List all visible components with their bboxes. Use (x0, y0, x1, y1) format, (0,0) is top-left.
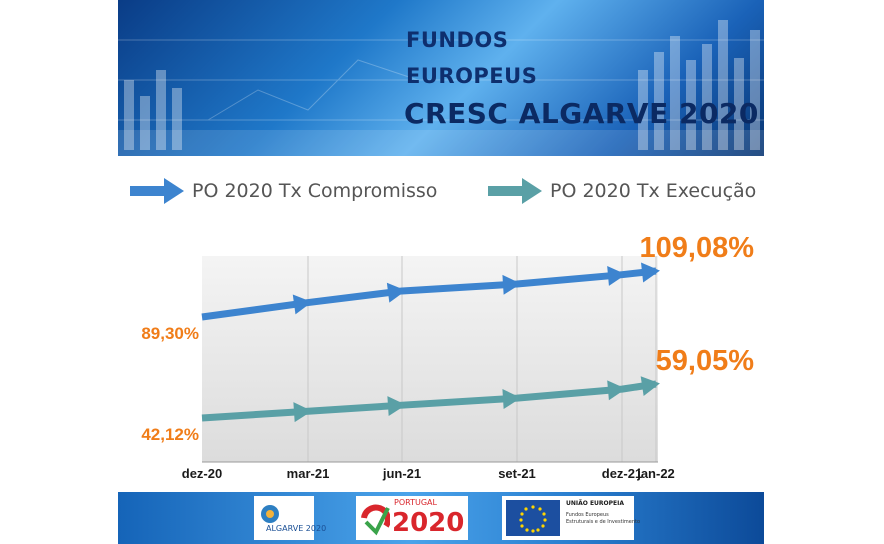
series-line (201, 380, 657, 422)
series-arrowhead (293, 402, 312, 423)
algarve-emblem-icon (261, 505, 279, 523)
banner-background-art (118, 20, 764, 156)
legend-label: PO 2020 Tx Compromisso (192, 180, 438, 202)
x-tick-label: dez-20 (182, 466, 222, 481)
footer-banner: ALGARVE 2020 PORTUGAL 2020 UNIÃO EUROPEI… (118, 492, 764, 544)
header-banner: FUNDOS EUROPEUS CRESC ALGARVE 2020 (118, 0, 764, 156)
start-value-label: 42,12% (141, 425, 199, 444)
legend-item-execucao: PO 2020 Tx Execução (488, 178, 756, 204)
x-tick-label: jan-22 (636, 466, 675, 481)
header-title-line-1: FUNDOS (406, 28, 509, 52)
series-arrowhead (502, 274, 521, 295)
series-arrowhead (641, 262, 660, 283)
portugal-logo-label: PORTUGAL (394, 498, 437, 507)
x-tick-label: dez-21 (602, 466, 642, 481)
series-arrowhead (386, 282, 406, 303)
legend-label: PO 2020 Tx Execução (550, 180, 757, 202)
x-tick-label: mar-21 (287, 466, 330, 481)
series-line (201, 267, 657, 321)
eu-logo-title: UNIÃO EUROPEIA (566, 500, 625, 507)
end-value-label: 109,08% (640, 232, 755, 264)
arrow-icon (130, 178, 184, 204)
header-title-line-3: CRESC ALGARVE 2020 (404, 97, 759, 130)
header-title-line-2: EUROPEUS (406, 64, 538, 88)
eu-logo-line-1: Fundos Europeus (566, 512, 609, 518)
start-value-label: 89,30% (141, 324, 199, 343)
algarve-logo-text: ALGARVE 2020 (266, 524, 327, 533)
series-arrowhead (607, 380, 626, 401)
series-arrowhead (640, 376, 660, 396)
series-arrowhead (502, 389, 521, 409)
eu-flag-icon (506, 500, 560, 536)
portugal-logo-year: 2020 (392, 508, 465, 538)
eu-logo-line-2: Estruturais e de Investimento (566, 519, 641, 525)
series-arrowhead (387, 396, 406, 417)
arrow-icon (488, 178, 542, 204)
series-arrowhead (292, 294, 312, 315)
portugal-emblem-icon (361, 504, 390, 536)
algarve-2020-logo: ALGARVE 2020 (254, 496, 326, 540)
series-arrowhead (607, 265, 626, 286)
portugal-2020-logo: PORTUGAL 2020 (356, 496, 468, 540)
legend-item-compromisso: PO 2020 Tx Compromisso (130, 178, 437, 204)
x-tick-label: jun-21 (382, 466, 421, 481)
end-value-label: 59,05% (656, 345, 755, 377)
eu-funds-logo: UNIÃO EUROPEIA Fundos Europeus Estrutura… (502, 496, 640, 540)
x-tick-label: set-21 (498, 466, 536, 481)
